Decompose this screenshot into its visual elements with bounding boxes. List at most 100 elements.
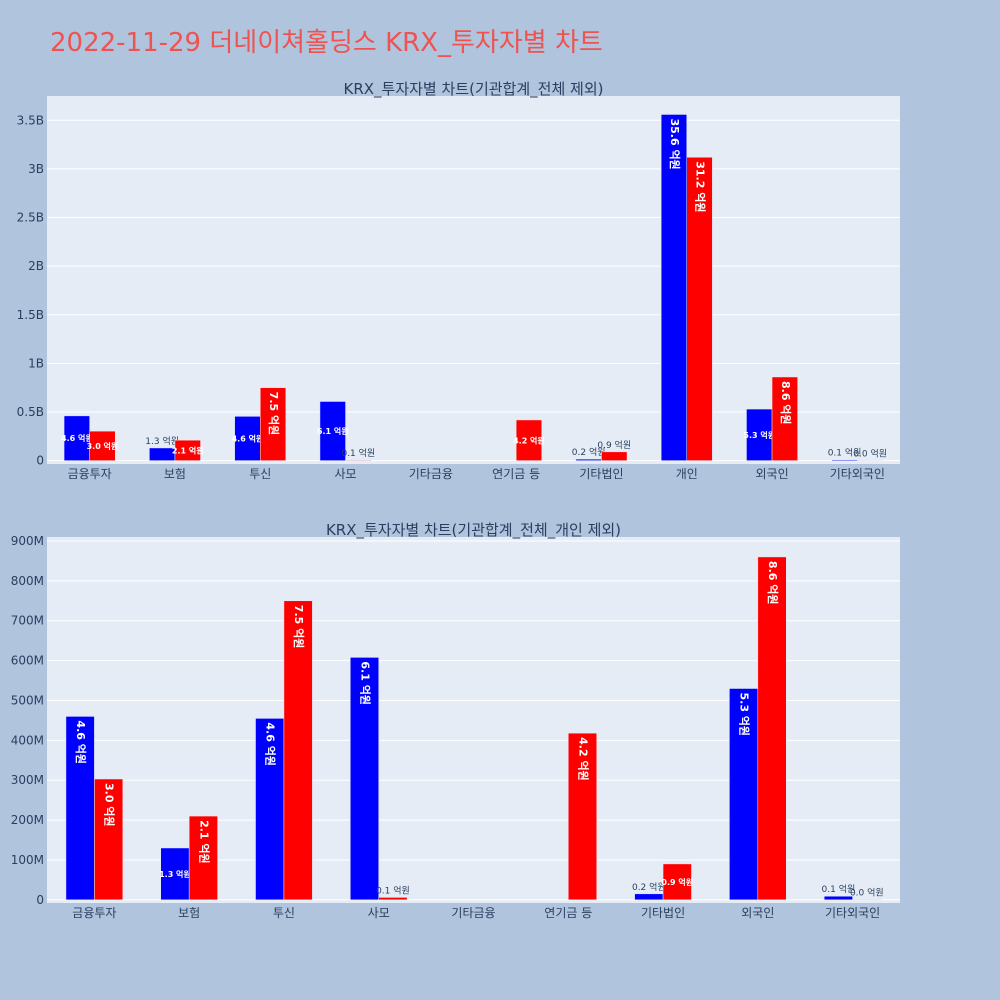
x-tick-label: 외국인 [755, 467, 788, 481]
bar-value-label: 2.1 억원 [172, 445, 204, 455]
bar-value-label: 6.1 억원 [359, 661, 373, 705]
y-tick-label: 0 [36, 454, 44, 468]
y-tick-label: 400M [11, 733, 44, 747]
bar-value-label: 4.6 억원 [264, 722, 278, 766]
bar-value-label: 0.9 억원 [661, 877, 693, 887]
bar [89, 430, 116, 461]
x-tick-label: 기타금융 [451, 906, 495, 920]
x-tick-label: 금융투자 [72, 906, 116, 920]
bar [823, 895, 853, 901]
bar [757, 556, 787, 901]
x-tick-label: 기타외국인 [825, 906, 880, 920]
bar-value-label: 2.1 억원 [197, 820, 211, 864]
y-tick-label: 200M [11, 813, 44, 827]
bar [831, 459, 858, 461]
bar-value-label: 5.3 억원 [743, 430, 775, 440]
bar-value-label: 4.2 억원 [576, 737, 590, 781]
chart-title: KRX_투자자별 차트(기관합계_전체 제외) [344, 80, 604, 99]
bar [350, 657, 379, 901]
bar-value-label: 4.6 억원 [74, 720, 88, 764]
bar [729, 688, 759, 901]
bar [378, 897, 408, 901]
y-tick-label: 0.5B [17, 405, 44, 419]
plot-area [47, 96, 900, 464]
bar [174, 439, 201, 461]
x-tick-label: 금융투자 [68, 467, 112, 481]
bar-value-label: 0.2 억원 [572, 446, 606, 458]
y-tick-label: 3B [28, 162, 44, 176]
bar-value-label: 5.3 억원 [738, 693, 752, 737]
bar [234, 416, 261, 461]
bar [568, 732, 597, 901]
x-tick-label: 보험 [164, 467, 186, 481]
y-tick-label: 1B [28, 356, 44, 370]
bar-value-label: 0.1 억원 [341, 447, 375, 459]
x-tick-label: 기타법인 [579, 467, 623, 481]
bar-value-label: 0.1 억원 [822, 883, 856, 895]
x-tick-label: 투신 [249, 467, 271, 481]
bar-value-label: 0.0 억원 [853, 447, 887, 459]
chart-top: KRX_투자자별 차트(기관합계_전체 제외) 0 0.5B 1B 1.5B 2B 2.5B… [17, 80, 900, 481]
bar-value-label: 4.2 억원 [513, 435, 545, 445]
x-tick-label: 기타법인 [641, 906, 685, 920]
y-tick-label: 100M [11, 853, 44, 867]
bar-value-label: 3.0 억원 [87, 441, 119, 451]
y-tick-label: 2B [28, 259, 44, 273]
bar-value-label: 4.6 억원 [61, 433, 93, 443]
y-tick-label: 800M [11, 574, 44, 588]
bar-value-label: 0.0 억원 [850, 886, 884, 898]
bar-value-label: 0.9 억원 [597, 439, 631, 451]
x-tick-label: 연기금 등 [544, 906, 592, 920]
chart-title: KRX_투자자별 차트(기관합계_전체_개인 제외) [326, 521, 621, 540]
bar [515, 419, 542, 461]
y-tick-label: 2.5B [17, 211, 44, 225]
x-tick-label: 개인 [676, 467, 698, 481]
bar [260, 387, 287, 461]
y-tick-label: 0 [36, 893, 44, 907]
bar [634, 893, 664, 901]
x-tick-label: 투신 [273, 906, 295, 920]
bar [255, 718, 285, 901]
x-tick-label: 사모 [368, 906, 390, 920]
bar-value-label: 8.6 억원 [779, 381, 793, 425]
x-tick-label: 기타외국인 [830, 467, 885, 481]
bar-value-label: 31.2 억원 [694, 161, 708, 212]
bar-value-label: 0.1 억원 [828, 447, 862, 459]
bar-value-label: 8.6 억원 [766, 561, 780, 605]
x-tick-label: 기타금융 [409, 467, 453, 481]
bar [188, 815, 218, 901]
y-tick-label: 600M [11, 654, 44, 668]
bar [771, 376, 798, 461]
bar-value-label: 7.5 억원 [267, 392, 281, 436]
bar [283, 600, 313, 901]
bar-value-label: 3.0 억원 [103, 783, 117, 827]
bar-value-label: 6.1 억원 [317, 426, 349, 436]
y-tick-label: 3.5B [17, 113, 44, 127]
y-tick-label: 1.5B [17, 308, 44, 322]
x-tick-label: 연기금 등 [492, 467, 540, 481]
bar [746, 408, 773, 461]
bar-value-label: 0.1 억원 [376, 884, 410, 896]
bar [65, 716, 95, 901]
bar [319, 401, 346, 461]
y-tick-label: 700M [11, 614, 44, 628]
bar-value-label: 0.2 억원 [632, 881, 666, 893]
bar-value-label: 1.3 억원 [159, 869, 191, 879]
bar [345, 459, 372, 461]
bar [662, 863, 692, 901]
x-tick-label: 사모 [335, 467, 357, 481]
y-tick-label: 300M [11, 773, 44, 787]
page-title: 2022-11-29 더네이쳐홀딩스 KRX_투자자별 차트 [50, 28, 603, 58]
bar [63, 415, 90, 461]
bar [601, 451, 628, 461]
bar-value-label: 1.3 억원 [145, 435, 179, 447]
x-tick-label: 외국인 [741, 906, 774, 920]
x-tick-label: 보험 [178, 906, 200, 920]
bar-value-label: 7.5 억원 [292, 605, 306, 649]
bar [94, 778, 124, 901]
y-tick-label: 500M [11, 693, 44, 707]
bar-value-label: 35.6 억원 [668, 118, 682, 169]
bar-value-label: 4.6 억원 [232, 433, 264, 443]
bar [686, 157, 713, 461]
